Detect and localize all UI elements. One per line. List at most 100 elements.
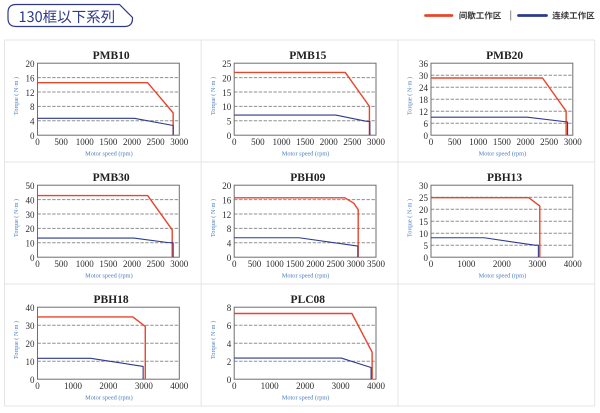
svg-text:1000: 1000 xyxy=(457,259,476,269)
svg-text:18: 18 xyxy=(419,95,429,105)
svg-text:2500: 2500 xyxy=(540,137,559,147)
svg-text:1500: 1500 xyxy=(99,137,118,147)
svg-text:Motor speed (rpm): Motor speed (rpm) xyxy=(282,394,330,401)
svg-text:0: 0 xyxy=(35,137,40,147)
svg-text:1000: 1000 xyxy=(266,259,285,269)
svg-text:PMB15: PMB15 xyxy=(289,50,326,62)
svg-text:8: 8 xyxy=(30,102,35,112)
svg-text:3000: 3000 xyxy=(347,259,366,269)
svg-text:1500: 1500 xyxy=(493,137,512,147)
svg-text:40: 40 xyxy=(26,195,36,205)
svg-text:2500: 2500 xyxy=(147,137,166,147)
svg-text:PLC08: PLC08 xyxy=(291,294,326,306)
svg-text:20: 20 xyxy=(222,73,232,83)
svg-text:Motor speed (rpm): Motor speed (rpm) xyxy=(282,150,330,157)
svg-text:Motor speed (rpm): Motor speed (rpm) xyxy=(479,272,527,279)
svg-text:40: 40 xyxy=(26,303,36,313)
svg-text:20: 20 xyxy=(26,224,36,234)
svg-text:500: 500 xyxy=(448,137,462,147)
svg-text:50: 50 xyxy=(26,181,36,191)
svg-text:0: 0 xyxy=(227,375,232,385)
svg-text:6: 6 xyxy=(227,321,232,331)
svg-text:4000: 4000 xyxy=(564,259,583,269)
svg-text:PBH18: PBH18 xyxy=(94,294,129,306)
svg-text:2000: 2000 xyxy=(517,137,536,147)
svg-text:30: 30 xyxy=(26,321,36,331)
svg-text:3000: 3000 xyxy=(332,381,351,391)
svg-text:4: 4 xyxy=(227,239,232,249)
svg-text:1000: 1000 xyxy=(261,381,280,391)
svg-text:0: 0 xyxy=(429,259,434,269)
svg-text:15: 15 xyxy=(222,88,232,98)
svg-text:1000: 1000 xyxy=(76,137,95,147)
svg-text:3000: 3000 xyxy=(367,137,386,147)
svg-text:12: 12 xyxy=(26,88,35,98)
svg-text:Torque ( N·m ): Torque ( N·m ) xyxy=(13,321,20,359)
svg-text:12: 12 xyxy=(222,210,231,220)
svg-text:1500: 1500 xyxy=(296,137,315,147)
svg-text:36: 36 xyxy=(419,59,429,69)
svg-text:10: 10 xyxy=(222,102,232,112)
svg-text:10: 10 xyxy=(26,239,36,249)
svg-text:1000: 1000 xyxy=(76,259,95,269)
svg-text:8: 8 xyxy=(227,303,232,313)
svg-text:Torque ( N·m ): Torque ( N·m ) xyxy=(407,77,414,115)
svg-text:2000: 2000 xyxy=(296,381,315,391)
svg-text:0: 0 xyxy=(424,131,429,141)
svg-text:2000: 2000 xyxy=(320,137,339,147)
svg-text:0: 0 xyxy=(35,259,40,269)
svg-text:20: 20 xyxy=(26,339,36,349)
svg-text:5: 5 xyxy=(424,241,429,251)
svg-text:2500: 2500 xyxy=(327,259,346,269)
svg-text:4000: 4000 xyxy=(367,381,386,391)
svg-text:12: 12 xyxy=(419,107,428,117)
svg-text:2500: 2500 xyxy=(147,259,166,269)
svg-text:20: 20 xyxy=(419,205,429,215)
svg-text:5: 5 xyxy=(227,117,232,127)
svg-text:Motor speed (rpm): Motor speed (rpm) xyxy=(85,272,133,279)
svg-text:4: 4 xyxy=(227,339,232,349)
svg-text:3000: 3000 xyxy=(564,137,583,147)
svg-text:2000: 2000 xyxy=(123,259,142,269)
svg-text:1000: 1000 xyxy=(273,137,292,147)
svg-text:10: 10 xyxy=(419,229,429,239)
svg-text:1500: 1500 xyxy=(286,259,305,269)
svg-text:24: 24 xyxy=(419,83,429,93)
svg-text:0: 0 xyxy=(227,131,232,141)
svg-text:0: 0 xyxy=(30,375,35,385)
svg-text:Motor speed (rpm): Motor speed (rpm) xyxy=(282,272,330,279)
svg-text:20: 20 xyxy=(26,59,36,69)
svg-text:0: 0 xyxy=(35,381,40,391)
svg-text:PBH13: PBH13 xyxy=(487,172,522,184)
svg-text:3500: 3500 xyxy=(367,259,386,269)
svg-text:3000: 3000 xyxy=(170,259,189,269)
svg-text:Torque ( N·m ): Torque ( N·m ) xyxy=(210,321,217,359)
svg-text:3000: 3000 xyxy=(135,381,154,391)
svg-text:2000: 2000 xyxy=(306,259,325,269)
svg-text:0: 0 xyxy=(424,253,429,263)
svg-text:1000: 1000 xyxy=(469,137,488,147)
svg-text:0: 0 xyxy=(232,259,237,269)
svg-text:1500: 1500 xyxy=(99,259,118,269)
svg-text:Torque ( N·m ): Torque ( N·m ) xyxy=(13,199,20,237)
svg-text:20: 20 xyxy=(222,181,232,191)
svg-text:0: 0 xyxy=(30,131,35,141)
svg-text:PMB30: PMB30 xyxy=(93,172,130,184)
svg-text:2000: 2000 xyxy=(99,381,118,391)
svg-text:0: 0 xyxy=(30,253,35,263)
svg-text:500: 500 xyxy=(54,137,68,147)
svg-text:0: 0 xyxy=(227,253,232,263)
svg-text:Torque ( N·m ): Torque ( N·m ) xyxy=(210,199,217,237)
svg-text:2000: 2000 xyxy=(493,259,512,269)
svg-text:Torque ( N·m ): Torque ( N·m ) xyxy=(407,199,414,237)
svg-text:Motor speed (rpm): Motor speed (rpm) xyxy=(479,150,527,157)
svg-text:2: 2 xyxy=(227,357,232,367)
svg-text:30: 30 xyxy=(419,181,429,191)
svg-text:4: 4 xyxy=(30,117,35,127)
svg-text:16: 16 xyxy=(26,73,36,83)
svg-text:3000: 3000 xyxy=(170,137,189,147)
svg-text:Motor speed (rpm): Motor speed (rpm) xyxy=(85,394,133,401)
svg-text:4000: 4000 xyxy=(170,381,189,391)
svg-text:2500: 2500 xyxy=(343,137,362,147)
svg-text:500: 500 xyxy=(54,259,68,269)
